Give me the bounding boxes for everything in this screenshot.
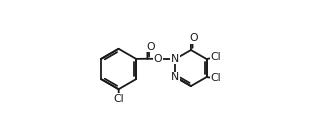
Text: Cl: Cl bbox=[114, 94, 124, 104]
Text: O: O bbox=[189, 33, 198, 43]
Text: O: O bbox=[146, 42, 155, 52]
Text: N: N bbox=[171, 72, 179, 82]
Text: O: O bbox=[154, 54, 162, 64]
Text: Cl: Cl bbox=[211, 52, 221, 62]
Text: Cl: Cl bbox=[211, 73, 221, 83]
Text: N: N bbox=[171, 54, 179, 64]
